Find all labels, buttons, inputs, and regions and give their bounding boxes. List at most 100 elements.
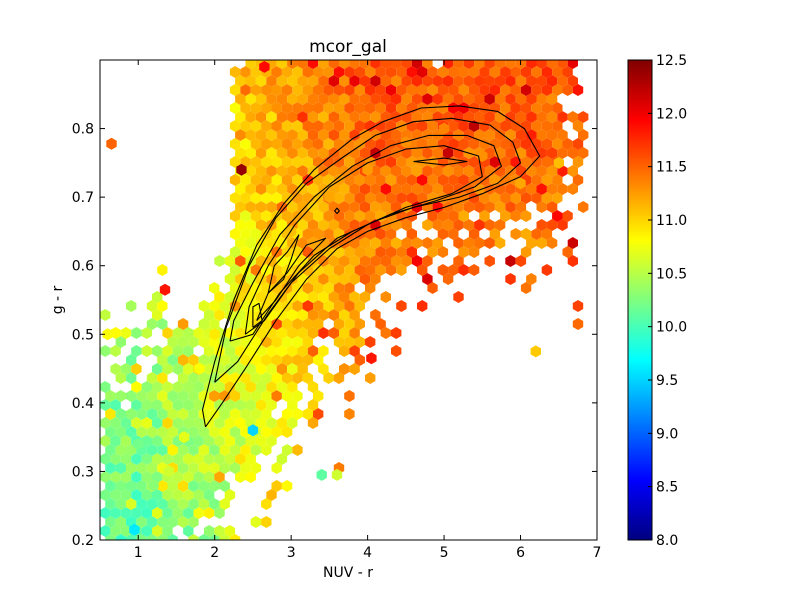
density-contour <box>201 105 541 428</box>
hexbin-cell <box>214 399 225 411</box>
hexbin-cell <box>500 138 511 150</box>
hexbin-cell <box>458 174 469 186</box>
hexbin-cell <box>526 147 537 159</box>
hexbin-cell <box>552 138 563 150</box>
hexbin-cell <box>266 93 277 105</box>
hexbin-cell <box>354 66 365 78</box>
hexbin-cell <box>162 399 173 411</box>
hexbin-cell <box>287 399 298 411</box>
hexbin-cell <box>500 102 511 114</box>
hexbin-cell <box>422 129 433 141</box>
hexbin-cell <box>479 48 489 60</box>
hexbin-cell <box>562 66 573 78</box>
hexbin-cell <box>146 462 158 474</box>
hexbin-cell <box>401 165 412 177</box>
hexbin-cell <box>261 102 272 114</box>
hexbin-cell <box>287 201 298 213</box>
hexbin-cell <box>406 192 417 204</box>
hexbin-cell <box>333 282 345 294</box>
hexbin-cell <box>323 102 334 114</box>
hexbin-cell <box>292 318 303 330</box>
hexbin-cell <box>229 210 241 222</box>
hexbin-cell <box>391 237 402 249</box>
hexbin-cell <box>172 381 184 393</box>
hexbin-cell <box>152 291 163 303</box>
hexbin-cell <box>521 48 531 60</box>
hexbin-cell <box>136 390 147 402</box>
hexbin-cell <box>479 84 490 96</box>
hexbin-cell <box>562 210 573 222</box>
hexbin-cell <box>458 210 469 222</box>
contour-layer <box>201 105 541 428</box>
x-tick-label: 1 <box>134 545 143 561</box>
hexbin-cell <box>292 84 303 96</box>
hexbin-cell <box>344 84 355 96</box>
hexbin-cell <box>333 66 345 78</box>
hexbin-cell <box>339 165 350 177</box>
hexbin-cell <box>307 111 319 123</box>
hexbin-cell <box>146 300 158 312</box>
hexbin-cell <box>266 129 277 141</box>
hexbin-point <box>159 283 171 296</box>
hexbin-cell <box>250 462 262 474</box>
y-tick-label: 0.2 <box>72 533 94 549</box>
hexbin-cell <box>520 102 532 114</box>
hexbin-cell <box>136 516 147 528</box>
hexbin-cell <box>224 417 236 429</box>
hexbin-cell <box>245 93 256 105</box>
hexbin-cell <box>297 219 308 231</box>
hexbin-cell <box>110 417 121 429</box>
hexbin-cell <box>141 471 152 483</box>
hexbin-cell <box>510 210 521 222</box>
hexbin-cell <box>385 102 397 114</box>
hexbin-cell <box>245 435 256 447</box>
hexbin-cell <box>365 66 376 78</box>
hexbin-cell <box>292 354 303 366</box>
hexbin-cell <box>541 264 553 276</box>
hexbin-cell <box>432 147 443 159</box>
hexbin-cell <box>578 129 589 141</box>
y-tick-label: 0.7 <box>72 190 94 206</box>
hexbin-cell <box>203 381 215 393</box>
hexbin-cell <box>188 480 199 492</box>
hexbin-cell <box>167 516 178 528</box>
hexbin-cell <box>474 60 485 69</box>
hexbin-cell <box>520 138 532 150</box>
hexbin-cell <box>505 201 516 213</box>
colorbar-tick-label: 12.0 <box>656 106 687 122</box>
hexbin-cell <box>292 192 303 204</box>
hexbin-cell <box>344 102 355 114</box>
hexbin-cell <box>515 93 527 105</box>
hexbin-cell <box>318 273 329 285</box>
hexbin-cell <box>297 111 308 123</box>
hexbin-cell <box>333 300 345 312</box>
hexbin-cell <box>209 282 220 294</box>
hexbin-cell <box>567 111 578 123</box>
hexbin-cell <box>302 120 313 132</box>
hexbin-cell <box>235 453 246 465</box>
hexbin-cell <box>427 246 438 258</box>
x-tick-label: 4 <box>363 545 372 561</box>
hexbin-cell <box>229 444 241 456</box>
hexbin-cell <box>453 93 464 105</box>
hexbin-cell <box>198 318 210 330</box>
hexbin-cell <box>235 417 246 429</box>
hexbin-cell <box>437 210 449 222</box>
hexbin-cell <box>344 300 355 312</box>
hexbin-cell <box>167 426 178 438</box>
hexbin-cell <box>261 84 272 96</box>
hexbin-cell <box>266 363 277 375</box>
hexbin-cell <box>365 210 376 222</box>
hexbin-cell <box>183 399 194 411</box>
hexbin-cell <box>105 462 116 474</box>
hexbin-layer <box>100 48 589 540</box>
hexbin-cell <box>235 327 246 339</box>
hexbin-cell <box>323 300 334 312</box>
hexbin-cell <box>552 84 563 96</box>
hexbin-cell <box>484 129 495 141</box>
hexbin-cell <box>183 525 194 537</box>
hexbin-cell <box>193 435 204 447</box>
hexbin-point <box>400 136 411 149</box>
hexbin-cell <box>494 75 506 87</box>
hexbin-cell <box>229 426 241 438</box>
